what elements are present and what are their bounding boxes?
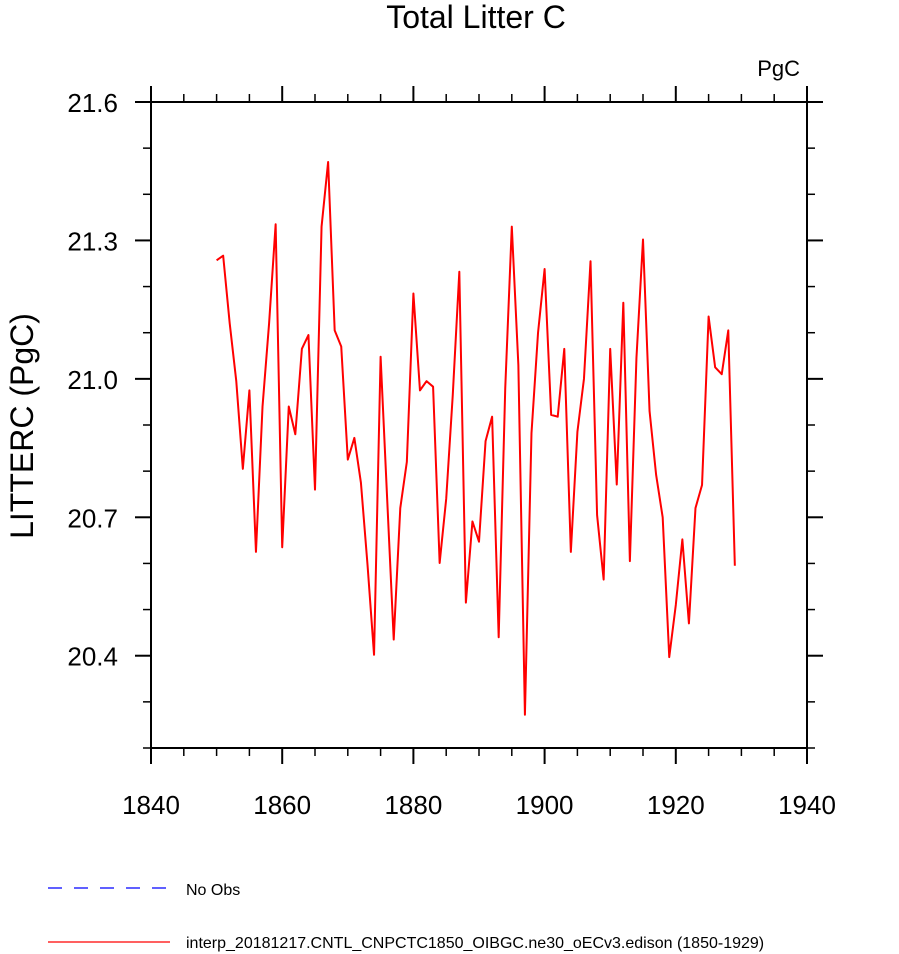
y-tick-label: 21.6 [67,88,118,118]
y-axis-label: LITTERC (PgC) [4,313,40,539]
tick-labels: 1840 1860 1880 1900 1920 1940 20.4 20.7 21.0 21.3… [67,88,836,820]
series-line-1 [216,160,736,716]
x-tick-label: 1860 [253,790,311,820]
x-tick-label: 1900 [516,790,574,820]
chart-title: Total Litter C [386,0,566,35]
x-tick-label: 1940 [778,790,836,820]
y-tick-label: 20.7 [67,503,118,533]
legend-label-model: interp_20181217.CNTL_CNPCTC1850_OIBGC.ne… [186,935,764,952]
axis-ticks [135,86,823,764]
x-tick-label: 1840 [122,790,180,820]
y-tick-label: 21.0 [67,365,118,395]
y-tick-label: 21.3 [67,226,118,256]
series-layer [216,160,736,716]
y-tick-label: 20.4 [67,642,118,672]
legend: No Obs interp_20181217.CNTL_CNPCTC1850_O… [48,882,764,952]
units-label: PgC [757,56,800,81]
plot-border [150,101,808,749]
x-tick-label: 1920 [647,790,705,820]
plot-frame [150,101,808,749]
x-tick-label: 1880 [384,790,442,820]
legend-label-no-obs: No Obs [186,882,240,899]
